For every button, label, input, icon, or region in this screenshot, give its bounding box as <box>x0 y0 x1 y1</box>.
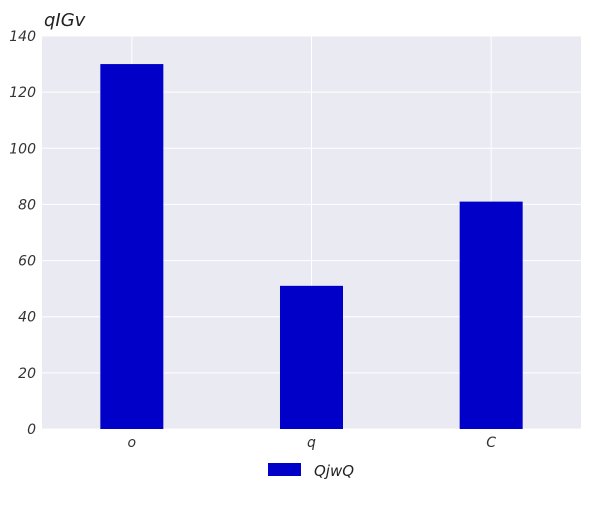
x-tick-label: o <box>128 435 137 451</box>
bar <box>100 64 164 430</box>
y-tick-label: 0 <box>27 422 36 438</box>
bars <box>100 64 523 430</box>
x-tick-label: C <box>486 435 496 451</box>
legend-label: QjwQ <box>314 462 354 480</box>
legend-swatch <box>268 463 301 476</box>
y-tick-label: 40 <box>18 310 36 326</box>
y-tick-label: 20 <box>18 366 36 382</box>
y-tick-label: 140 <box>9 29 36 45</box>
y-tick-label: 120 <box>9 85 36 101</box>
y-tick-label: 60 <box>18 254 36 270</box>
y-tick-label: 80 <box>18 197 36 213</box>
chart-title: qIGv <box>44 10 86 31</box>
legend: QjwQ <box>268 462 354 480</box>
x-tick-label: q <box>307 435 316 451</box>
bar <box>280 285 343 429</box>
y-tick-label: 100 <box>9 141 36 157</box>
y-axis-ticks: 0 20 40 60 80 100 120 140 <box>9 29 36 438</box>
bar <box>459 201 523 429</box>
